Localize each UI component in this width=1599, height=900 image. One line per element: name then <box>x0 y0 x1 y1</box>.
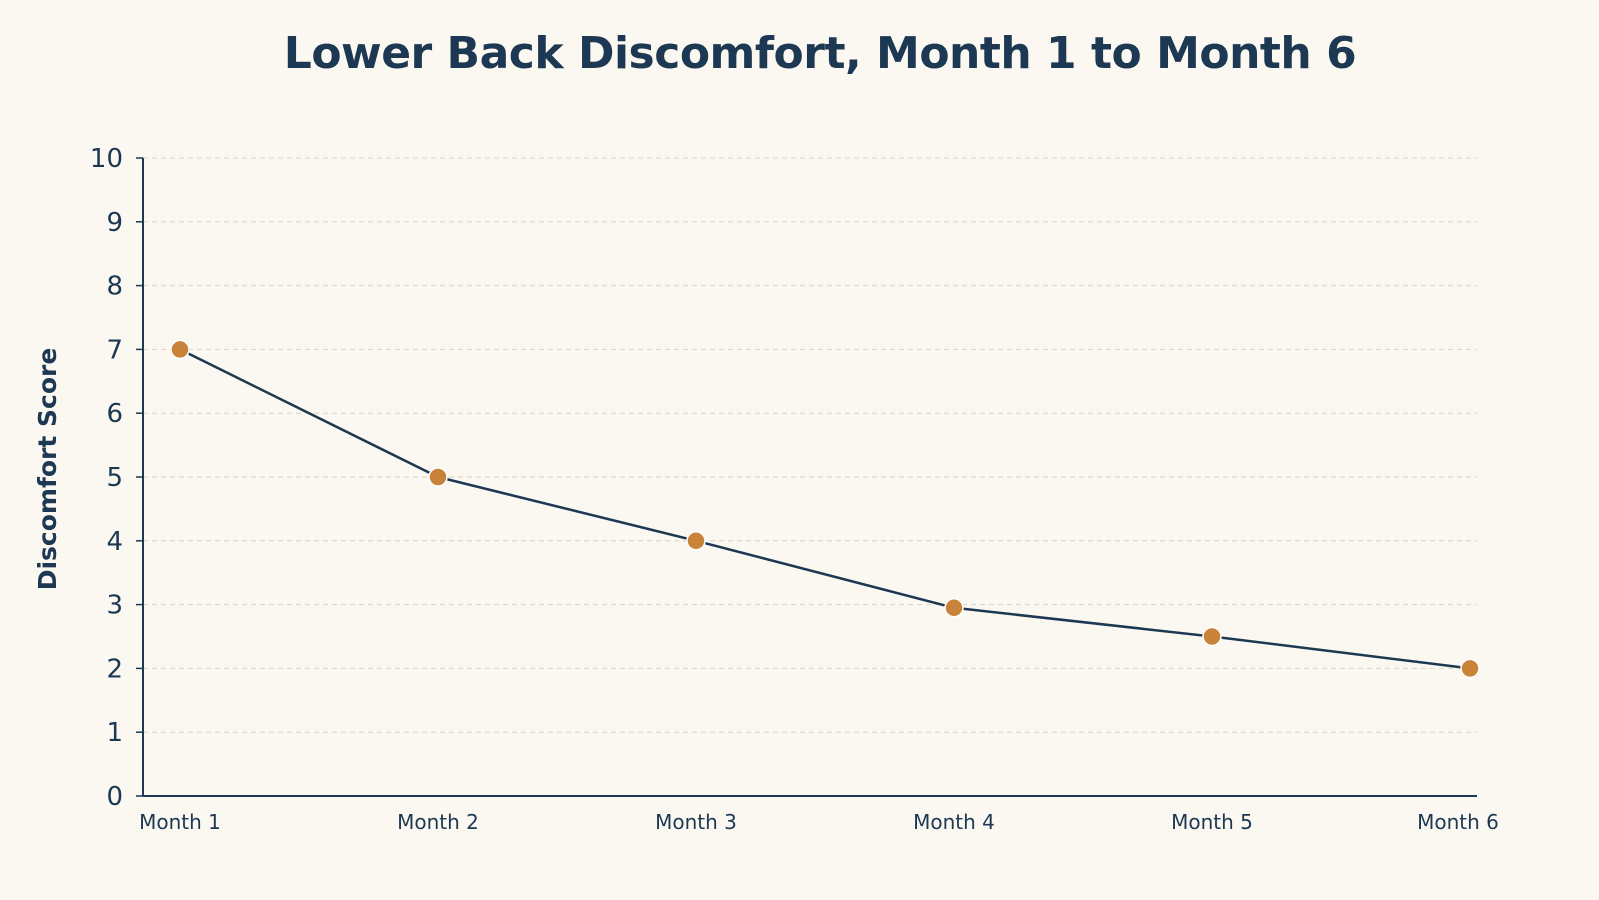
y-tick-label-5: 5 <box>106 463 123 493</box>
gridlines <box>136 157 1477 797</box>
data-series <box>170 339 1480 679</box>
axes <box>142 158 1477 797</box>
data-point-2[interactable] <box>428 467 448 487</box>
y-tick-label-10: 10 <box>90 144 123 174</box>
data-point-5[interactable] <box>1202 626 1222 647</box>
x-tick-label-3: Month 3 <box>655 810 737 834</box>
data-point-1[interactable] <box>170 339 190 360</box>
y-tick-label-8: 8 <box>106 272 123 302</box>
x-tick-label-6: Month 6 <box>1417 810 1499 834</box>
x-tick-label-2: Month 2 <box>397 810 479 834</box>
y-tick-label-9: 9 <box>106 208 123 238</box>
y-tick-labels: 0 1 2 3 4 5 6 7 8 9 10 <box>90 144 123 812</box>
y-tick-label-6: 6 <box>106 399 123 429</box>
series-line <box>179 348 1471 670</box>
x-tick-label-1: Month 1 <box>139 810 221 834</box>
data-point-3[interactable] <box>686 531 706 551</box>
x-tick-label-5: Month 5 <box>1171 810 1253 834</box>
y-tick-label-4: 4 <box>106 527 123 557</box>
data-point-6[interactable] <box>1460 658 1480 679</box>
y-tick-label-7: 7 <box>106 335 123 365</box>
data-point-4[interactable] <box>944 598 964 618</box>
y-tick-label-3: 3 <box>106 591 123 621</box>
chart-title: Lower Back Discomfort, Month 1 to Month … <box>283 28 1357 79</box>
y-tick-label-2: 2 <box>106 654 123 684</box>
x-tick-label-4: Month 4 <box>913 810 995 834</box>
y-axis-label: Discomfort Score <box>33 348 62 591</box>
y-tick-label-1: 1 <box>106 718 123 748</box>
y-tick-label-0: 0 <box>106 782 123 812</box>
x-tick-labels: Month 1 Month 2 Month 3 Month 4 Month 5 Month… <box>139 810 1499 834</box>
